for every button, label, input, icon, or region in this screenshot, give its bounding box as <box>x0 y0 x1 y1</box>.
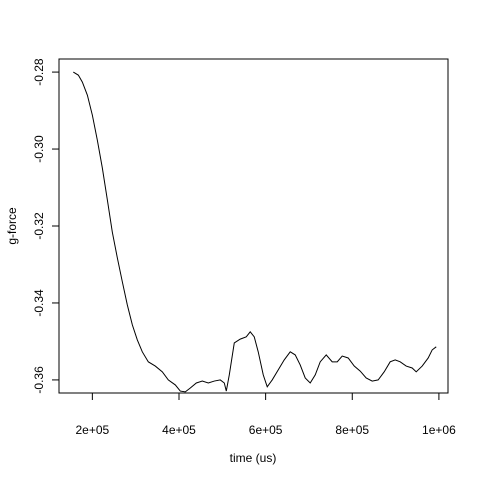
y-tick-label: -0.30 <box>32 135 46 163</box>
x-tick-label: 4e+05 <box>162 423 196 437</box>
y-tick-label: -0.36 <box>32 366 46 394</box>
x-tick-label: 2e+05 <box>76 423 110 437</box>
x-tick-label: 6e+05 <box>249 423 283 437</box>
data-line <box>73 71 437 393</box>
y-tick-label: -0.32 <box>32 212 46 240</box>
y-tick-label: -0.34 <box>32 289 46 317</box>
x-axis-label: time (us) <box>230 451 277 465</box>
x-tick-label: 1e+06 <box>422 423 456 437</box>
x-tick-label: 8e+05 <box>335 423 369 437</box>
y-axis-label: g-force <box>5 207 19 245</box>
y-tick-label: -0.28 <box>32 58 46 86</box>
